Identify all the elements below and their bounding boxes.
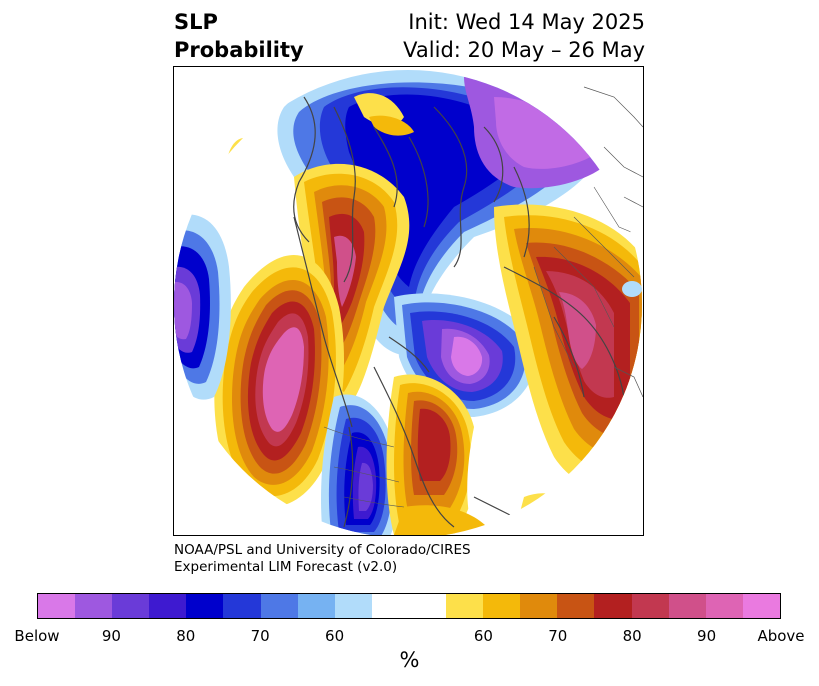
- colorbar-swatch: [742, 594, 780, 618]
- pacific-high: [214, 254, 344, 507]
- colorbar-tick-label: 80: [622, 627, 642, 645]
- colorbar-tick-label: Below: [14, 627, 60, 645]
- map-title: SLP Probability: [174, 8, 304, 64]
- anomaly-small-negative: [622, 281, 642, 297]
- colorbar-swatch: [38, 594, 76, 618]
- colorbar-swatch: [483, 594, 521, 618]
- colorbar-swatch: [75, 594, 113, 618]
- colorbar-swatch: [668, 594, 706, 618]
- title-line-2: Probability: [174, 38, 304, 62]
- polar-map: [174, 70, 643, 535]
- eurasia-high: [494, 204, 642, 491]
- colorbar-swatch: [297, 594, 335, 618]
- colorbar-tick-label: 90: [101, 627, 121, 645]
- colorbar-tick-label: Above: [757, 627, 805, 645]
- init-date: Init: Wed 14 May 2025: [408, 10, 645, 34]
- colorbar-swatch: [408, 594, 447, 618]
- colorbar-tick-label: 80: [176, 627, 196, 645]
- colorbar-swatch: [112, 594, 150, 618]
- colorbar-swatch: [149, 594, 187, 618]
- valid-date: Valid: 20 May – 26 May: [403, 38, 645, 62]
- coastlines: [293, 96, 625, 528]
- colorbar-swatch: [520, 594, 558, 618]
- forecast-dates: Init: Wed 14 May 2025 Valid: 20 May – 26…: [403, 8, 645, 64]
- colorbar-swatch: [594, 594, 632, 618]
- colorbar-tick-label: 60: [325, 627, 345, 645]
- colorbar-swatch: [446, 594, 484, 618]
- credit-text: NOAA/PSL and University of Colorado/CIRE…: [174, 542, 471, 576]
- credit-line-1: NOAA/PSL and University of Colorado/CIRE…: [174, 542, 471, 558]
- map-panel: [173, 66, 644, 536]
- pacific-low: [174, 214, 231, 400]
- title-line-1: SLP: [174, 10, 218, 34]
- colorbar-tick-label: 60: [473, 627, 493, 645]
- colorbar-unit: %: [399, 648, 420, 672]
- outer-landmass: [583, 86, 643, 398]
- colorbar-tick-label: 70: [250, 627, 270, 645]
- colorbar: [37, 593, 781, 619]
- colorbar-swatch: [631, 594, 669, 618]
- colorbar-tick-label: 90: [697, 627, 717, 645]
- colorbar-tick-label: 70: [548, 627, 568, 645]
- anomaly-field: [174, 70, 642, 535]
- credit-line-2: Experimental LIM Forecast (v2.0): [174, 559, 398, 575]
- colorbar-swatch: [334, 594, 372, 618]
- colorbar-swatch: [186, 594, 224, 618]
- colorbar-swatch: [260, 594, 298, 618]
- colorbar-swatch: [557, 594, 595, 618]
- colorbar-swatch: [223, 594, 261, 618]
- colorbar-swatch: [371, 594, 409, 618]
- colorbar-swatch: [705, 594, 743, 618]
- east-atlantic-high: [386, 374, 478, 535]
